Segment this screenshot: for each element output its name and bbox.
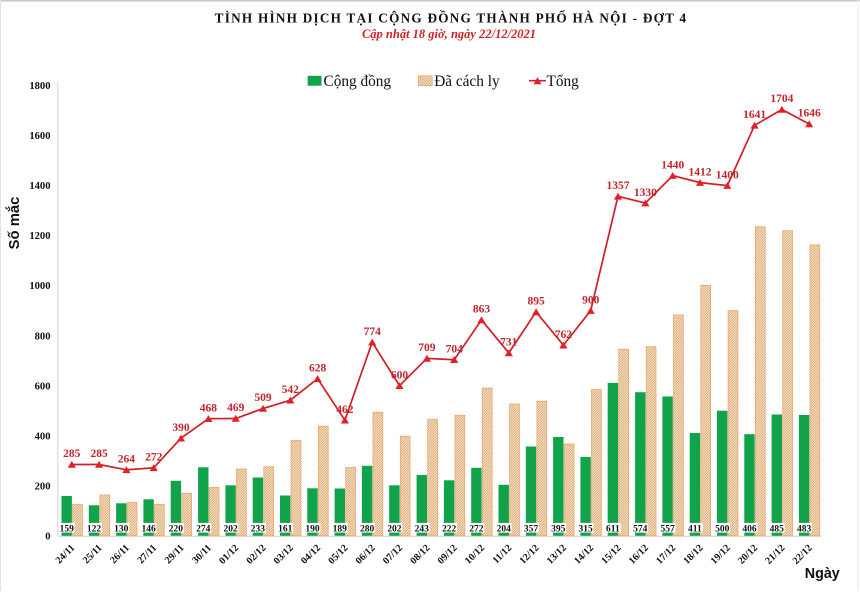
svg-text:Cập nhật 18 giờ, ngày 22/12/20: Cập nhật 18 giờ, ngày 22/12/2021: [362, 27, 536, 41]
svg-text:285: 285: [63, 448, 81, 460]
svg-text:Ngày: Ngày: [805, 566, 840, 582]
svg-text:202: 202: [387, 524, 402, 534]
svg-text:1357: 1357: [607, 180, 630, 192]
svg-text:222: 222: [442, 524, 457, 534]
svg-text:220: 220: [169, 524, 184, 534]
svg-text:TÌNH HÌNH DỊCH TẠI CỘNG ĐỒNG T: TÌNH HÌNH DỊCH TẠI CỘNG ĐỒNG THÀNH PHỐ H…: [215, 10, 688, 25]
svg-text:0: 0: [45, 531, 50, 542]
svg-text:731: 731: [500, 337, 518, 349]
svg-text:272: 272: [145, 452, 163, 464]
svg-text:264: 264: [118, 454, 136, 466]
svg-text:1000: 1000: [29, 281, 50, 292]
svg-text:1800: 1800: [29, 81, 50, 92]
svg-text:130: 130: [114, 524, 129, 534]
svg-text:483: 483: [797, 524, 812, 534]
svg-text:900: 900: [582, 294, 600, 306]
svg-text:272: 272: [469, 524, 484, 534]
svg-text:390: 390: [172, 422, 190, 434]
svg-text:800: 800: [35, 331, 51, 342]
svg-text:189: 189: [333, 524, 348, 534]
svg-text:1330: 1330: [634, 187, 657, 199]
svg-text:468: 468: [200, 402, 218, 414]
svg-text:1600: 1600: [29, 131, 50, 142]
svg-text:485: 485: [770, 524, 785, 534]
svg-text:1646: 1646: [798, 108, 821, 120]
svg-text:1412: 1412: [689, 166, 712, 178]
svg-text:190: 190: [305, 524, 320, 534]
svg-text:709: 709: [418, 342, 436, 354]
svg-text:600: 600: [35, 381, 51, 392]
svg-text:Đã cách ly: Đã cách ly: [434, 73, 500, 90]
svg-text:Số mắc: Số mắc: [5, 197, 23, 250]
svg-text:1704: 1704: [770, 93, 793, 105]
svg-text:762: 762: [555, 329, 573, 341]
svg-text:395: 395: [551, 524, 566, 534]
svg-text:1440: 1440: [661, 159, 684, 171]
svg-text:1641: 1641: [743, 109, 766, 121]
svg-text:159: 159: [60, 524, 75, 534]
svg-text:243: 243: [415, 524, 430, 534]
svg-text:542: 542: [282, 384, 300, 396]
svg-text:411: 411: [688, 524, 702, 534]
svg-text:233: 233: [251, 524, 266, 534]
svg-text:1400: 1400: [29, 181, 50, 192]
svg-text:357: 357: [524, 524, 539, 534]
svg-text:202: 202: [223, 524, 238, 534]
svg-text:574: 574: [633, 524, 648, 534]
svg-text:628: 628: [309, 362, 327, 374]
svg-text:1400: 1400: [716, 169, 739, 181]
svg-text:611: 611: [606, 524, 620, 534]
svg-text:315: 315: [578, 524, 593, 534]
svg-text:400: 400: [35, 431, 51, 442]
svg-text:895: 895: [527, 296, 545, 308]
svg-text:274: 274: [196, 524, 211, 534]
svg-text:863: 863: [473, 304, 491, 316]
svg-text:161: 161: [278, 524, 293, 534]
svg-text:462: 462: [336, 404, 354, 416]
svg-text:469: 469: [227, 402, 245, 414]
svg-text:557: 557: [660, 524, 675, 534]
svg-text:1200: 1200: [29, 231, 50, 242]
svg-text:500: 500: [715, 524, 730, 534]
svg-text:200: 200: [35, 481, 51, 492]
svg-text:122: 122: [87, 524, 102, 534]
svg-text:204: 204: [497, 524, 512, 534]
svg-text:285: 285: [90, 448, 108, 460]
svg-text:704: 704: [446, 343, 464, 355]
svg-text:509: 509: [254, 392, 272, 404]
svg-text:146: 146: [141, 524, 156, 534]
svg-text:600: 600: [391, 369, 409, 381]
svg-text:774: 774: [364, 326, 382, 338]
svg-text:280: 280: [360, 524, 375, 534]
svg-text:Cộng đồng: Cộng đồng: [324, 73, 392, 90]
svg-text:Tổng: Tổng: [547, 73, 580, 90]
svg-text:406: 406: [742, 524, 757, 534]
